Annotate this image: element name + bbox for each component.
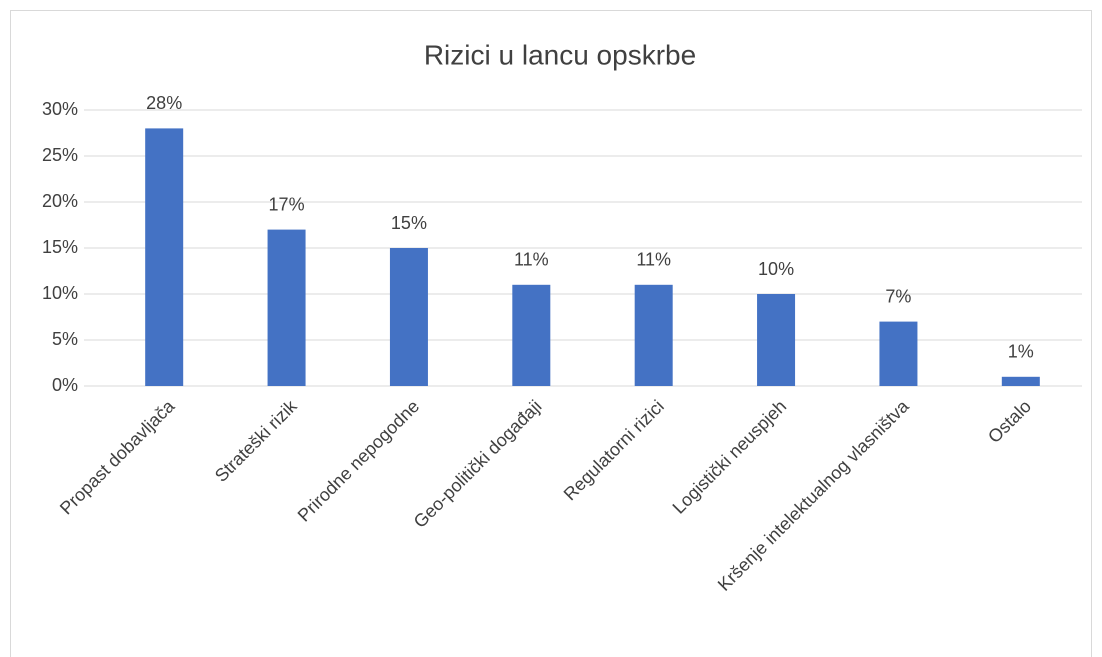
y-tick-label: 30% (42, 99, 78, 119)
value-label: 11% (514, 250, 549, 270)
bar (389, 248, 428, 386)
chart-title: Rizici u lancu opskrbe (424, 39, 696, 70)
value-label: 15% (391, 213, 427, 233)
y-tick-label: 5% (52, 329, 78, 349)
y-tick-label: 10% (42, 283, 78, 303)
value-label: 10% (758, 259, 794, 279)
y-tick-label: 15% (42, 237, 78, 257)
bar (512, 284, 551, 386)
bar (1001, 376, 1040, 386)
value-label: 1% (1008, 342, 1034, 362)
bar (879, 321, 918, 386)
value-label: 17% (269, 194, 305, 214)
bar (634, 284, 673, 386)
y-tick-label: 25% (42, 145, 78, 165)
bar (267, 229, 306, 386)
value-label: 11% (636, 250, 671, 270)
value-label: 7% (885, 286, 911, 306)
bar (145, 128, 184, 386)
y-tick-label: 0% (52, 375, 78, 395)
value-label: 28% (146, 93, 182, 113)
y-tick-label: 20% (42, 191, 78, 211)
bar (757, 294, 796, 386)
